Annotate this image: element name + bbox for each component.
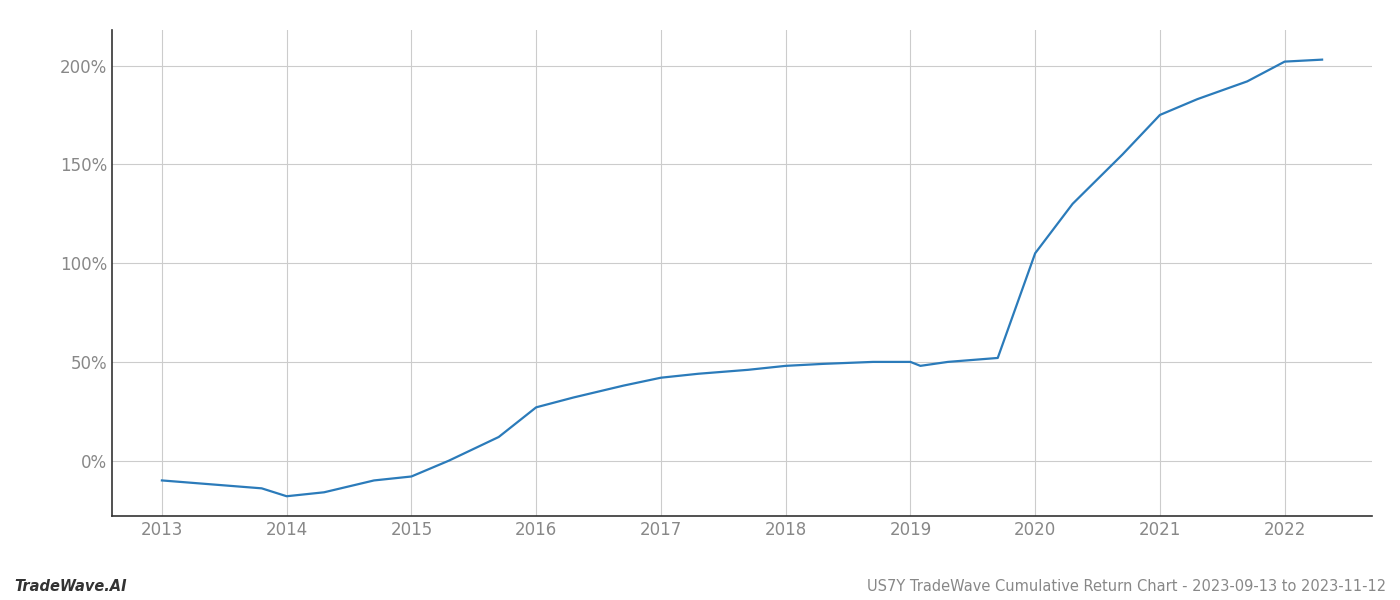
Text: US7Y TradeWave Cumulative Return Chart - 2023-09-13 to 2023-11-12: US7Y TradeWave Cumulative Return Chart -…	[867, 579, 1386, 594]
Text: TradeWave.AI: TradeWave.AI	[14, 579, 126, 594]
